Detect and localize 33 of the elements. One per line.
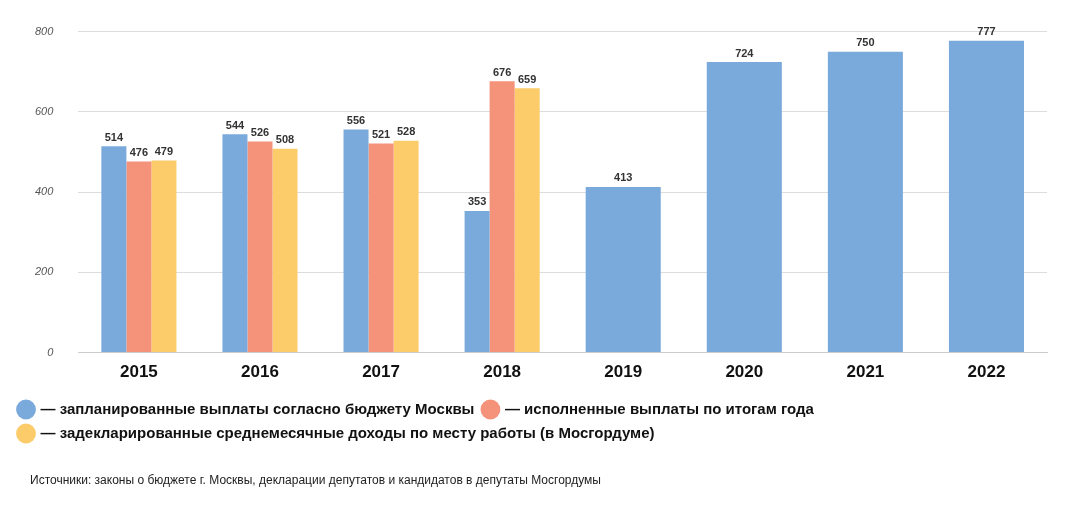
legend-label: — задекларированные среднемесячные доходы по месту работы (в Мосгордуме) — [40, 423, 655, 441]
data-label: 659 — [517, 72, 537, 85]
x-tick-label: 2016 — [241, 362, 279, 382]
x-tick-label: 2018 — [483, 362, 522, 382]
x-tick-label: 2021 — [846, 362, 885, 382]
data-label: 521 — [371, 128, 391, 141]
text: Источники: законы о бюджете г. Москвы, декларации депутатов и кандидатов в депутаты Мосгордумы — [30, 473, 601, 488]
data-label: 526 — [250, 126, 270, 139]
y-tick-label: 800 — [34, 24, 55, 37]
x-tick-label: 2017 — [362, 362, 400, 382]
legend-label: — исполненные выплаты по итогам года — [504, 399, 815, 417]
data-label: 544 — [225, 118, 246, 131]
data-label: 479 — [154, 144, 174, 157]
data-label: 413 — [614, 171, 633, 184]
data-label: 676 — [492, 65, 512, 78]
y-tick-label: 400 — [34, 185, 55, 198]
data-label: 750 — [856, 36, 875, 49]
x-tick-label: 2015 — [119, 362, 158, 382]
y-tick-label: 200 — [33, 265, 55, 278]
data-label: 514 — [104, 130, 124, 143]
data-label: 508 — [275, 133, 295, 146]
y-tick-label: 0 — [47, 345, 55, 358]
data-label: 353 — [467, 195, 487, 208]
data-label: 724 — [735, 46, 755, 59]
x-tick-label: 2020 — [725, 362, 764, 382]
x-tick-label: 2019 — [604, 362, 643, 382]
y-tick-label: 600 — [34, 104, 55, 117]
legend-label: — запланированные выплаты согласно бюджету Москвы — [40, 399, 475, 417]
data-label: 777 — [977, 25, 996, 38]
data-label: 476 — [129, 146, 149, 159]
data-label: 556 — [346, 114, 366, 127]
x-tick-label: 2022 — [967, 362, 1006, 382]
data-label: 528 — [396, 125, 416, 138]
